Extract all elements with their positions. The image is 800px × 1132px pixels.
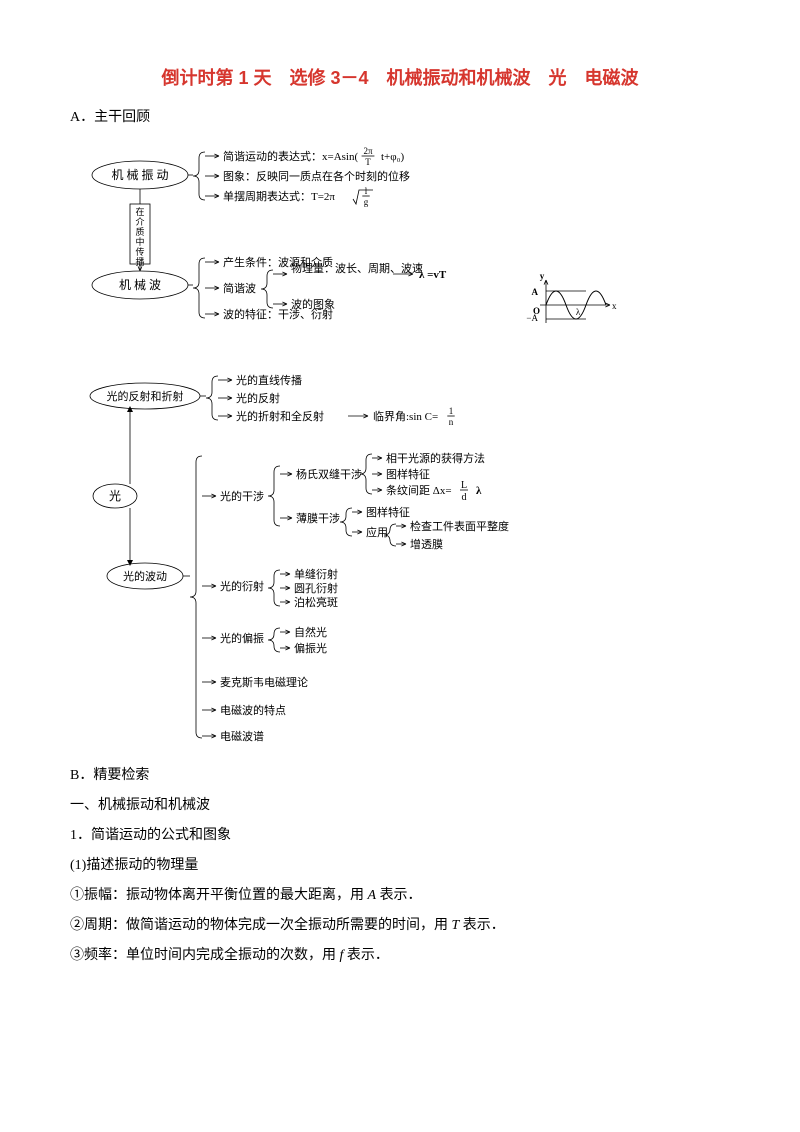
svg-text:y: y bbox=[540, 271, 545, 281]
svg-text:单缝衍射: 单缝衍射 bbox=[294, 567, 338, 581]
svg-text:g: g bbox=[364, 197, 369, 207]
var-A: A bbox=[368, 888, 377, 903]
svg-text:O: O bbox=[533, 306, 540, 316]
svg-text:光的直线传播: 光的直线传播 bbox=[236, 373, 302, 387]
svg-text:x: x bbox=[612, 301, 617, 311]
svg-text:检查工件表面平整度: 检查工件表面平整度 bbox=[410, 519, 509, 533]
svg-text:传: 传 bbox=[135, 246, 144, 257]
svg-text:增透膜: 增透膜 bbox=[410, 537, 443, 551]
svg-text:光的衍射: 光的衍射 bbox=[220, 579, 264, 593]
svg-text:麦克斯韦电磁理论: 麦克斯韦电磁理论 bbox=[220, 675, 308, 689]
page-title: 倒计时第 1 天 选修 3－4 机械振动和机械波 光 电磁波 bbox=[70, 60, 730, 96]
svg-text:图象：反映同一质点在各个时刻的位移: 图象：反映同一质点在各个时刻的位移 bbox=[223, 169, 410, 183]
text: 表示． bbox=[376, 888, 422, 903]
svg-text:光的波动: 光的波动 bbox=[123, 569, 167, 583]
svg-text:n: n bbox=[449, 417, 454, 427]
svg-text:光的反射和折射: 光的反射和折射 bbox=[107, 389, 184, 403]
svg-text:机 械 振 动: 机 械 振 动 bbox=[111, 167, 168, 182]
label-b: B．精要检索 bbox=[70, 762, 730, 790]
svg-text:图样特征: 图样特征 bbox=[366, 505, 410, 519]
svg-text:1: 1 bbox=[449, 406, 454, 416]
text: ①振幅：振动物体离开平衡位置的最大距离，用 bbox=[70, 888, 368, 903]
label-a: A．主干回顾 bbox=[70, 104, 730, 132]
svg-text:L: L bbox=[461, 480, 467, 491]
svg-text:质: 质 bbox=[135, 226, 144, 237]
item-1: 1．简谐运动的公式和图象 bbox=[70, 822, 730, 850]
item-1-1-1: ①振幅：振动物体离开平衡位置的最大距离，用 A 表示． bbox=[70, 882, 730, 910]
svg-text:l: l bbox=[365, 186, 368, 196]
diagram-light: 光的反射和折射光光的波动 光的直线传播光的反射光的折射和全反射 临界角:sin C=… bbox=[70, 366, 730, 746]
svg-text:图样特征: 图样特征 bbox=[386, 467, 430, 481]
svg-text:在: 在 bbox=[135, 206, 144, 217]
item-1-1: (1)描述振动的物理量 bbox=[70, 852, 730, 880]
svg-text:T: T bbox=[365, 157, 371, 167]
svg-text:光的偏振: 光的偏振 bbox=[220, 631, 264, 645]
svg-text:相干光源的获得方法: 相干光源的获得方法 bbox=[386, 451, 485, 465]
svg-text:中: 中 bbox=[135, 236, 144, 247]
text: ③频率：单位时间内完成全振动的次数，用 bbox=[70, 948, 340, 963]
svg-text:偏振光: 偏振光 bbox=[294, 641, 327, 655]
svg-text:光: 光 bbox=[109, 489, 121, 503]
svg-text:d: d bbox=[462, 492, 467, 503]
svg-text:物理量：波长、周期、波速: 物理量：波长、周期、波速 bbox=[291, 261, 423, 275]
svg-text:泊松亮斑: 泊松亮斑 bbox=[294, 595, 338, 609]
svg-text:电磁波谱: 电磁波谱 bbox=[220, 729, 264, 743]
svg-text:A: A bbox=[532, 287, 539, 297]
svg-text:λ =vT: λ =vT bbox=[419, 269, 447, 281]
svg-text:条纹间距 Δx=: 条纹间距 Δx= bbox=[386, 483, 452, 497]
svg-text:简谐波: 简谐波 bbox=[223, 281, 256, 295]
svg-text:机 械 波: 机 械 波 bbox=[119, 277, 161, 292]
svg-text:自然光: 自然光 bbox=[294, 625, 327, 639]
svg-text:光的反射: 光的反射 bbox=[236, 391, 280, 405]
svg-text:圆孔衍射: 圆孔衍射 bbox=[294, 581, 338, 595]
svg-text:应用: 应用 bbox=[366, 525, 388, 539]
svg-text:λ: λ bbox=[576, 307, 581, 317]
svg-text:2π: 2π bbox=[363, 146, 373, 156]
svg-text:光的折射和全反射: 光的折射和全反射 bbox=[236, 409, 324, 423]
section-1: 一、机械振动和机械波 bbox=[70, 792, 730, 820]
text: 表示． bbox=[459, 918, 505, 933]
svg-text:t+φ₀): t+φ₀) bbox=[381, 151, 404, 163]
svg-text:光的干涉: 光的干涉 bbox=[220, 489, 264, 503]
svg-text:单摆周期表达式：T=2π: 单摆周期表达式：T=2π bbox=[223, 189, 335, 203]
diagram-mechanical: 机 械 振 动机 械 波在介质中传播简谐运动的表达式：x=Asin(2πT t+… bbox=[70, 140, 730, 350]
svg-text:λ: λ bbox=[476, 485, 482, 497]
svg-text:波的图象: 波的图象 bbox=[291, 297, 335, 311]
item-1-1-2: ②周期：做简谐运动的物体完成一次全振动所需要的时间，用 T 表示． bbox=[70, 912, 730, 940]
svg-text:电磁波的特点: 电磁波的特点 bbox=[220, 703, 286, 717]
svg-text:简谐运动的表达式：x=Asin(: 简谐运动的表达式：x=Asin( bbox=[223, 149, 358, 163]
svg-text:薄膜干涉: 薄膜干涉 bbox=[296, 511, 340, 525]
svg-text:临界角:sin C=: 临界角:sin C= bbox=[373, 409, 438, 423]
svg-text:杨氏双缝干涉: 杨氏双缝干涉 bbox=[296, 467, 362, 481]
text: 表示． bbox=[343, 948, 389, 963]
svg-text:介: 介 bbox=[135, 217, 144, 227]
item-1-1-3: ③频率：单位时间内完成全振动的次数，用 f 表示． bbox=[70, 942, 730, 970]
text: ②周期：做简谐运动的物体完成一次全振动所需要的时间，用 bbox=[70, 918, 452, 933]
